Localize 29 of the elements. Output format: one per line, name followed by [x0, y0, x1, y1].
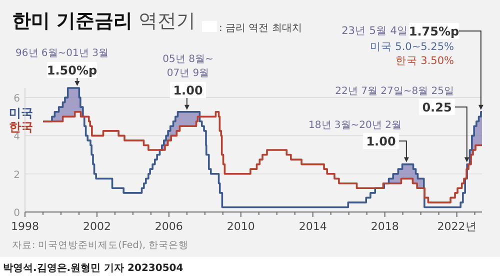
text: 96년 6월~01년 3월 — [16, 48, 108, 59]
x-tick-label: 2022년 — [437, 220, 476, 233]
annotation: 1.50%p — [46, 64, 98, 78]
x-tick-label: 2006 — [154, 220, 183, 233]
annotation: 18년 3월~20년 2월 — [308, 120, 402, 131]
annotation: 0.25 — [422, 100, 452, 114]
series-label: 한국 — [9, 120, 33, 134]
text: 박영석.김영은.원형민 기자 20230504 — [3, 263, 184, 274]
text: 05년 8월~07년 9월 — [162, 54, 214, 79]
text: 23년 5월 4일 — [342, 25, 408, 37]
y-tick-label: 0 — [14, 208, 20, 219]
text: 한국 3.50% — [395, 55, 454, 67]
y-tick-label: 6 — [14, 94, 20, 105]
text: 미국 5.0~5.25% — [370, 41, 454, 53]
annotation: 1.75%p — [408, 24, 460, 38]
x-tick-label: 2018 — [370, 220, 399, 233]
annotation: 22년 7월 27일~8월 25일 — [335, 86, 454, 97]
series-label: 미국 — [9, 106, 33, 120]
x-tick-label: 2014 — [298, 220, 327, 233]
annotation: 1.00 — [366, 134, 396, 148]
y-tick-label: 2 — [14, 170, 20, 181]
y-tick-label: 4 — [14, 132, 20, 143]
x-tick-label: 2002 — [82, 220, 111, 233]
annotation: 1.00 — [173, 84, 203, 98]
x-tick-label: 2010 — [226, 220, 255, 233]
text: : 금리 역전 최대치 — [219, 23, 302, 34]
text: 자료: 미국연방준비제도(Fed), 한국은행 — [12, 240, 188, 251]
x-tick-label: 1998 — [11, 220, 39, 233]
chart-title: 한미 기준금리 역전기 — [12, 10, 196, 32]
